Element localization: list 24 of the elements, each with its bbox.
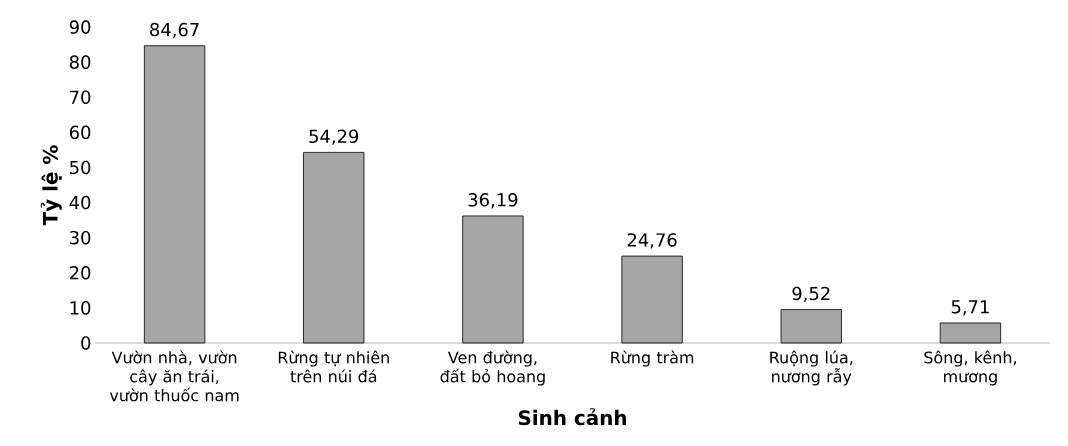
x-tick-label: Rừng tự nhiên trên núi đá (278, 350, 389, 383)
y-tick-label: 20 (69, 265, 91, 280)
data-label: 84,67 (150, 22, 199, 39)
x-tick-label: Ven đường, đất bỏ hoang (440, 350, 545, 386)
x-axis-title: Sinh cảnh (518, 408, 627, 426)
data-label: 9,52 (792, 286, 830, 303)
data-label: 36,19 (468, 193, 518, 209)
x-tick-label: Ruộng lúa, nương rẫy (770, 350, 853, 386)
data-label: 54,29 (309, 129, 359, 145)
y-tick-label: 50 (70, 160, 91, 175)
x-tick-label: Rừng tràm (611, 350, 694, 367)
y-tick-label: 40 (69, 195, 91, 210)
y-tick-label: 30 (70, 230, 91, 245)
y-tick-label: 0 (81, 336, 91, 350)
data-label: 24,76 (627, 233, 677, 249)
y-tick-label: 70 (70, 90, 91, 104)
y-tick-label: 60 (69, 125, 91, 140)
y-tick-label: 10 (70, 301, 91, 315)
x-tick-label: Sông, kênh, mương (924, 350, 1016, 386)
y-axis-title: Tỷ lệ % (40, 145, 62, 226)
data-label: 5,71 (951, 300, 989, 316)
y-tick-label: 90 (69, 20, 91, 34)
y-tick-label: 80 (69, 55, 91, 69)
x-tick-label: Vườn nhà, vườn cây ăn trái, vườn thuốc nam (109, 350, 239, 402)
